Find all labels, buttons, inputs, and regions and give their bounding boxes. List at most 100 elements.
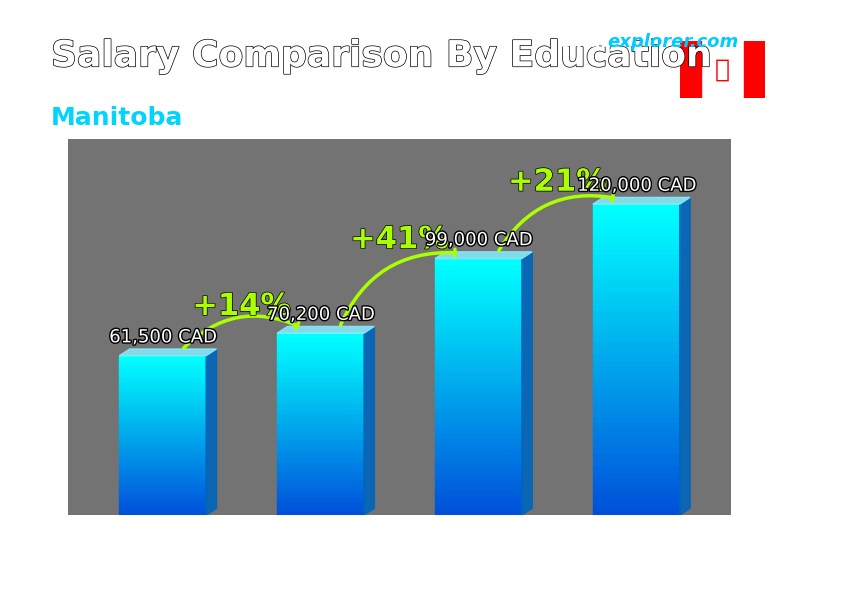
Bar: [435, 382, 522, 387]
Bar: [435, 453, 522, 459]
Bar: [435, 361, 522, 366]
Text: Cryptocurrency Accountant: Cryptocurrency Accountant: [51, 76, 431, 104]
Bar: [435, 407, 522, 413]
Bar: [277, 341, 364, 344]
Bar: [277, 337, 364, 341]
Bar: [277, 410, 364, 413]
Bar: [435, 490, 522, 494]
Bar: [277, 413, 364, 417]
Bar: [592, 509, 680, 515]
Bar: [277, 450, 364, 453]
Bar: [119, 496, 206, 499]
Bar: [592, 490, 680, 496]
Bar: [592, 285, 680, 291]
Bar: [277, 457, 364, 461]
Bar: [592, 223, 680, 229]
Bar: [592, 378, 680, 384]
Bar: [119, 432, 206, 436]
Bar: [277, 493, 364, 497]
Bar: [435, 330, 522, 336]
Text: Salary Comparison By Education: Salary Comparison By Education: [51, 39, 712, 73]
Bar: [119, 445, 206, 448]
Bar: [435, 479, 522, 484]
Bar: [592, 254, 680, 260]
Bar: [435, 264, 522, 269]
Bar: [119, 505, 206, 508]
Bar: [435, 433, 522, 438]
Bar: [592, 496, 680, 502]
Bar: [435, 428, 522, 433]
Bar: [277, 511, 364, 515]
Bar: [277, 406, 364, 410]
Bar: [435, 459, 522, 464]
Text: 120,000 CAD: 120,000 CAD: [577, 177, 695, 195]
Bar: [592, 273, 680, 279]
Bar: [277, 362, 364, 366]
Text: Average Yearly Salary: Average Yearly Salary: [788, 259, 802, 396]
Bar: [592, 372, 680, 378]
Bar: [277, 501, 364, 504]
Bar: [277, 370, 364, 373]
Bar: [277, 381, 364, 384]
Bar: [277, 359, 364, 362]
Polygon shape: [680, 198, 690, 515]
Bar: [592, 235, 680, 241]
Bar: [119, 442, 206, 445]
Bar: [277, 424, 364, 428]
Bar: [277, 439, 364, 442]
Bar: [592, 291, 680, 298]
Bar: [277, 384, 364, 388]
Text: 🍁: 🍁: [715, 58, 730, 82]
Bar: [592, 335, 680, 341]
Bar: [592, 267, 680, 273]
Bar: [592, 310, 680, 316]
Bar: [277, 333, 364, 337]
Bar: [119, 391, 206, 394]
Bar: [592, 397, 680, 403]
Polygon shape: [592, 198, 690, 204]
Bar: [435, 484, 522, 490]
Bar: [119, 410, 206, 413]
Bar: [592, 441, 680, 447]
Bar: [277, 482, 364, 486]
Text: 99,000 CAD: 99,000 CAD: [425, 231, 532, 249]
Bar: [435, 413, 522, 418]
Bar: [592, 359, 680, 366]
Bar: [435, 371, 522, 376]
Bar: [119, 439, 206, 442]
Bar: [277, 344, 364, 348]
Bar: [119, 454, 206, 458]
Bar: [435, 443, 522, 448]
Bar: [592, 410, 680, 416]
Bar: [592, 428, 680, 435]
Bar: [435, 346, 522, 351]
Polygon shape: [364, 327, 374, 515]
Bar: [744, 41, 765, 98]
Bar: [435, 397, 522, 402]
Bar: [435, 315, 522, 320]
Bar: [277, 435, 364, 439]
Bar: [277, 490, 364, 493]
Bar: [592, 241, 680, 248]
Bar: [435, 438, 522, 443]
Bar: [592, 447, 680, 453]
Bar: [435, 366, 522, 371]
Bar: [435, 474, 522, 479]
Bar: [592, 453, 680, 459]
Bar: [277, 417, 364, 421]
Bar: [435, 320, 522, 325]
Polygon shape: [277, 327, 374, 333]
Bar: [277, 475, 364, 479]
Bar: [592, 322, 680, 328]
Bar: [119, 512, 206, 515]
Text: +14%: +14%: [192, 292, 291, 321]
Bar: [119, 480, 206, 483]
Bar: [277, 504, 364, 508]
Text: explorer.com: explorer.com: [608, 33, 739, 52]
Bar: [592, 459, 680, 465]
Bar: [277, 348, 364, 351]
Bar: [592, 366, 680, 372]
Bar: [435, 299, 522, 305]
Bar: [592, 279, 680, 285]
Bar: [119, 359, 206, 362]
